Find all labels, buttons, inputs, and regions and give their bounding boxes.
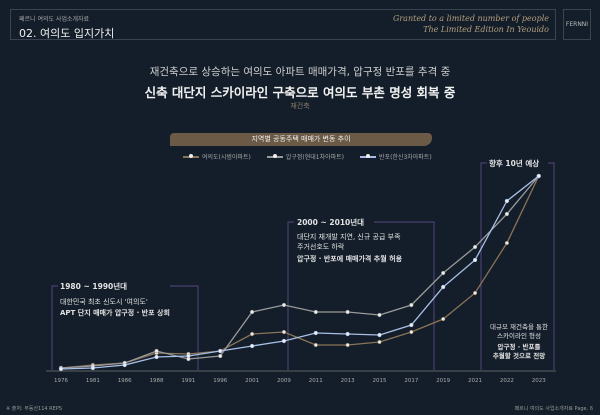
- data-point: [472, 290, 478, 296]
- annotation-future-title: 향후 10년 예상: [489, 158, 539, 170]
- data-point: [345, 331, 350, 337]
- data-point: [345, 342, 350, 348]
- annotation-box-2000s: [287, 221, 435, 370]
- data-point: [58, 366, 64, 372]
- annotation-line: 압구정 · 반포를: [497, 343, 541, 351]
- annotation-title: 1980 ~ 1990년대: [60, 282, 128, 291]
- annotation-title: 향후 10년 예상: [489, 159, 540, 168]
- data-point: [218, 348, 223, 354]
- chart-legend: 여의도(시범아파트) 압구정(현대1차아파트) 반포(한신3차아파트): [183, 152, 432, 161]
- brand-logo: FERNNI: [563, 9, 591, 40]
- data-point: [281, 302, 287, 308]
- source-note: ※ 출처: 부동산114 REPS: [6, 406, 63, 412]
- chart-title: 지역별 공동주택 매매가 변동 추이: [170, 133, 432, 146]
- legend-item-yeouido: 여의도(시범아파트): [183, 152, 251, 161]
- data-point: [154, 348, 159, 354]
- legend-label: 압구정(현대1차아파트): [285, 154, 345, 161]
- x-tick-label: 2011: [309, 378, 323, 384]
- annotation-line: 대단지 재개발 지연, 신규 공급 부족: [297, 233, 401, 241]
- annotation-box-future: [480, 162, 555, 370]
- annotation-line: APT 단지 매매가 압구정 · 반포 상회: [60, 309, 170, 317]
- series-line: [60, 175, 540, 370]
- data-point: [377, 339, 382, 345]
- series-line: [60, 175, 540, 369]
- data-point: [186, 353, 191, 359]
- annotation-1980s: 1980 ~ 1990년대 대한민국 최초 신도시 '여의도' APT 단지 매…: [60, 281, 170, 319]
- script-line-1: Granted to a limited number of people: [392, 14, 549, 23]
- data-point: [472, 244, 478, 250]
- x-tick-label: 1986: [118, 378, 132, 384]
- data-point: [504, 240, 510, 246]
- data-point: [281, 329, 287, 335]
- legend-item-apgujeong: 압구정(현대1차아파트): [266, 152, 345, 161]
- x-tick-label: 1981: [86, 378, 100, 384]
- lead-tag: 재건축: [290, 102, 310, 110]
- annotation-title: 2000 ~ 2010년대: [297, 218, 365, 227]
- data-point: [536, 173, 541, 179]
- x-tick-label: 1991: [181, 378, 195, 384]
- series-1: [58, 173, 541, 371]
- data-point: [504, 198, 510, 204]
- x-tick-label: 2009: [277, 378, 291, 384]
- series-2: [58, 173, 541, 372]
- x-tick-label: 2017: [404, 378, 418, 384]
- data-point: [218, 353, 223, 359]
- page-number: 페르니 여의도 사업소개자료 Page. 6: [514, 406, 593, 412]
- data-point: [250, 309, 255, 315]
- x-tick-label: 1988: [150, 378, 164, 384]
- annotation-line: 스카이라인 형성: [497, 332, 541, 340]
- header-box: 페르니 여의도 사업소개자료 02. 여의도 입지가치 Granted to a…: [10, 9, 556, 40]
- x-tick-label: 2023: [532, 378, 546, 384]
- data-point: [441, 316, 446, 322]
- annotation-2000s: 2000 ~ 2010년대 대단지 재개발 지연, 신규 공급 부족 주거선호도…: [297, 217, 402, 265]
- data-point: [250, 343, 255, 349]
- data-point: [441, 270, 446, 276]
- x-tick-label: 2021: [468, 378, 482, 384]
- data-point: [409, 329, 414, 335]
- data-point: [90, 365, 95, 371]
- annotation-line: 주거선호도 하락: [297, 243, 345, 251]
- script-tagline: Granted to a limited number of people The…: [393, 13, 549, 35]
- x-tick-label: 2022: [500, 378, 514, 384]
- lead-headline: 신축 대단지 스카이라인 구축으로 여의도 부촌 명성 회복 중: [144, 85, 456, 100]
- legend-item-banpo: 반포(한신3차아파트): [360, 152, 432, 161]
- annotation-line: 대규모 재건축을 통한: [490, 323, 548, 331]
- data-point: [441, 284, 446, 290]
- data-point: [281, 338, 287, 344]
- page-title: 02. 여의도 입지가치: [19, 27, 115, 40]
- data-point: [472, 257, 478, 263]
- annotation-line: 대한민국 최초 신도시 '여의도': [60, 298, 148, 306]
- x-tick-label: 2001: [245, 378, 259, 384]
- data-point: [377, 312, 382, 318]
- script-line-2: The Limited Edition In Yeouido: [423, 25, 549, 34]
- data-point: [313, 342, 318, 348]
- series-line: [60, 175, 540, 369]
- data-point: [313, 309, 318, 315]
- x-tick-label: 2015: [373, 378, 387, 384]
- x-tick-label: 2013: [341, 378, 355, 384]
- header-subtitle: 페르니 여의도 사업소개자료: [19, 16, 90, 23]
- data-point: [409, 322, 414, 328]
- data-point: [345, 309, 350, 315]
- data-point: [154, 354, 159, 360]
- data-point: [313, 330, 318, 336]
- x-tick-label: 2019: [436, 378, 450, 384]
- legend-label: 여의도(시범아파트): [202, 154, 251, 161]
- x-tick-label: 1996: [213, 378, 227, 384]
- annotation-box-1980s: [51, 285, 199, 370]
- data-point: [377, 332, 382, 338]
- data-point: [122, 362, 127, 368]
- data-point: [250, 331, 255, 337]
- legend-label: 반포(한신3차아파트): [379, 154, 432, 161]
- annotation-future: 대규모 재건축을 통한 스카이라인 형성 압구정 · 반포를 추월할 것으로 전…: [482, 323, 556, 361]
- data-point: [504, 211, 510, 217]
- data-point: [409, 302, 414, 308]
- lead-line-1: 재건축으로 상승하는 여의도 아파트 매매가격, 압구정 반포를 추격 중: [149, 66, 451, 78]
- x-tick-label: 1976: [54, 378, 68, 384]
- series-0: [58, 173, 541, 371]
- annotation-line: 추월할 것으로 전망: [492, 352, 546, 360]
- annotation-line: 압구정 · 반포에 매매가격 추월 허용: [297, 255, 403, 263]
